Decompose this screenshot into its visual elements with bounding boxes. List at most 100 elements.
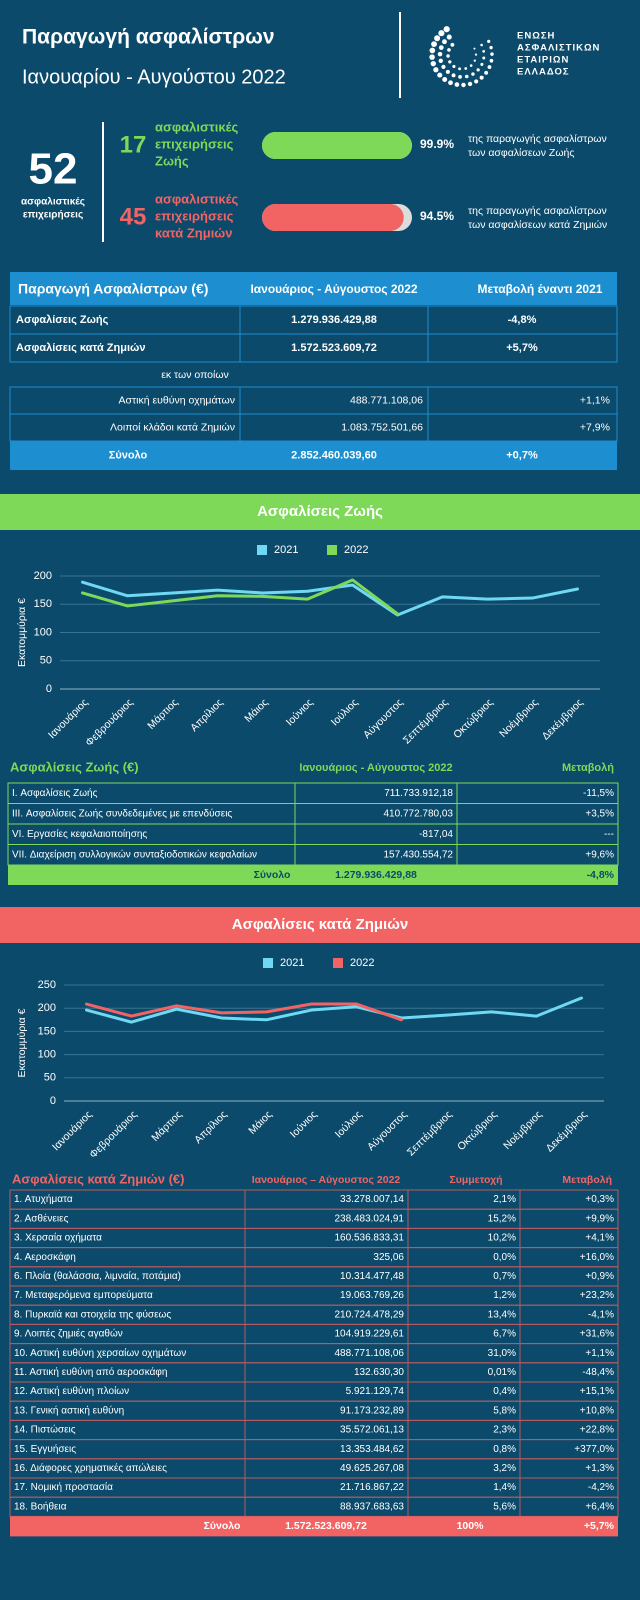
row-share: 1,4% [493, 1482, 516, 1493]
header-cell: Ιανουάριος – Αύγουστος 2022 [252, 1174, 401, 1186]
row-change: +377,0% [574, 1444, 614, 1455]
row-change: +7,9% [580, 421, 610, 433]
group-count: 17 [120, 131, 147, 158]
row-value: 21.716.867,22 [340, 1482, 404, 1493]
y-tick-label: 150 [34, 598, 52, 610]
row-change: +9,9% [585, 1213, 614, 1224]
header-cell: Συμμετοχή [449, 1174, 502, 1186]
row-change: +31,6% [580, 1329, 614, 1340]
logo-dot [471, 72, 475, 76]
logo-dot [429, 47, 436, 54]
row-share: 13,4% [488, 1309, 516, 1320]
row-share: 5,6% [493, 1501, 516, 1512]
logo-dot [484, 70, 489, 75]
legend-label: 2021 [280, 957, 304, 969]
y-tick-label: 250 [38, 979, 56, 991]
share-label: 99.9% [420, 137, 454, 151]
series-line [81, 578, 399, 616]
total-count: 52 [29, 145, 78, 194]
table-header [10, 272, 617, 305]
total-value: 1.572.523.609,72 [285, 1520, 367, 1532]
logo-dot [431, 41, 437, 48]
row-change: --- [604, 829, 614, 840]
row-label: 1. Ατυχήματα [14, 1193, 73, 1205]
row-value: 88.937.683,63 [340, 1501, 404, 1512]
total-label: Σύνολο [109, 449, 148, 461]
legend-swatch [333, 958, 343, 968]
logo-dot [482, 49, 486, 53]
row-label: 6. Πλοία (θαλάσσια, λιμναία, ποτάμια) [14, 1270, 181, 1282]
row-label: 15. Εγγυήσεις [14, 1443, 76, 1455]
legend-swatch [327, 545, 337, 555]
logo-dot [430, 60, 436, 67]
group-label: Ζωής [155, 153, 189, 168]
header-cell: Ιανουάριος - Αύγουστος 2022 [250, 282, 417, 296]
row-share: 0,0% [493, 1252, 516, 1263]
row-value: 5.921.129,74 [346, 1386, 405, 1397]
row-change: -4,2% [588, 1482, 614, 1493]
row-share: 2,3% [493, 1425, 516, 1436]
logo-dot [487, 39, 491, 43]
total-label: Σύνολο [254, 869, 291, 881]
header-cell: Μεταβολή [562, 1174, 612, 1186]
row-share: 0,8% [493, 1444, 516, 1455]
row-label: 12. Αστική ευθύνη πλοίων [14, 1385, 129, 1397]
share-bar [262, 204, 404, 231]
logo-dot [452, 64, 456, 68]
row-change: -4,8% [508, 314, 537, 326]
logo-dot [480, 43, 483, 47]
row-share: 15,2% [488, 1213, 516, 1224]
row-value: 13.353.484,62 [340, 1444, 404, 1455]
total-row [10, 1516, 618, 1537]
total-label: επιχειρήσεις [23, 210, 83, 221]
logo-dot [458, 75, 462, 79]
row-change: -48,4% [582, 1367, 614, 1378]
row-label: 13. Γενική αστική ευθύνη [14, 1404, 124, 1416]
y-tick-label: 50 [44, 1072, 56, 1084]
logo-dot [474, 53, 478, 56]
row-value: 488.771.108,06 [350, 394, 423, 406]
row-label: 17. Νομική προστασία [14, 1481, 113, 1493]
section-title: Ασφαλίσεις Ζωής [257, 503, 383, 520]
y-tick-label: 50 [40, 655, 52, 667]
group-label: κατά Ζημιών [155, 225, 233, 240]
share-description: της παραγωγής ασφαλίστρων [468, 133, 607, 145]
row-label: 7. Μεταφερόμενα εμπορεύματα [14, 1289, 153, 1301]
row-change: +0,3% [585, 1194, 614, 1205]
row-value: 49.625.267,08 [340, 1463, 404, 1474]
row-value: 488.771.108,06 [334, 1348, 404, 1359]
row-share: 10,2% [488, 1233, 516, 1244]
total-change: +5,7% [584, 1520, 615, 1532]
row-share: 1,2% [493, 1290, 516, 1301]
logo-dot [479, 75, 484, 80]
row-change: -11,5% [583, 788, 614, 799]
group-label: ασφαλιστικές [155, 191, 238, 206]
y-tick-label: 0 [46, 683, 52, 695]
row-value: 157.430.554,72 [383, 850, 453, 861]
y-tick-label: 0 [50, 1095, 56, 1107]
row-label: 14. Πιστώσεις [14, 1424, 76, 1436]
row-change: +16,0% [580, 1252, 614, 1263]
series-line [85, 996, 583, 1024]
row-change: +9,6% [585, 850, 614, 861]
y-axis-label: Εκατομμύρια € [16, 1008, 28, 1077]
share-description: των ασφαλίσεων Ζωής [468, 147, 574, 159]
total-row [8, 865, 618, 885]
total-change: +0,7% [506, 449, 538, 461]
y-tick-label: 100 [34, 626, 52, 638]
row-label: 2. Ασθένειες [14, 1212, 69, 1224]
header-cell: Μεταβολή [562, 762, 614, 774]
header-cell: Παραγωγή Ασφαλίστρων (€) [18, 281, 208, 297]
row-share: 0,4% [493, 1386, 516, 1397]
logo-dot [490, 52, 494, 56]
row-label: 4. Αεροσκάφη [14, 1251, 76, 1263]
total-value: 2.852.460.039,60 [291, 449, 377, 461]
title: Παραγωγή ασφαλίστρων [22, 26, 275, 49]
table-cell [427, 333, 618, 363]
row-change: +4,1% [585, 1233, 614, 1244]
row-value: 1.279.936.429,88 [291, 314, 377, 326]
row-value: 210.724.478,29 [334, 1309, 404, 1320]
row-value: -817,04 [419, 829, 453, 840]
row-change: +1,1% [585, 1348, 614, 1359]
